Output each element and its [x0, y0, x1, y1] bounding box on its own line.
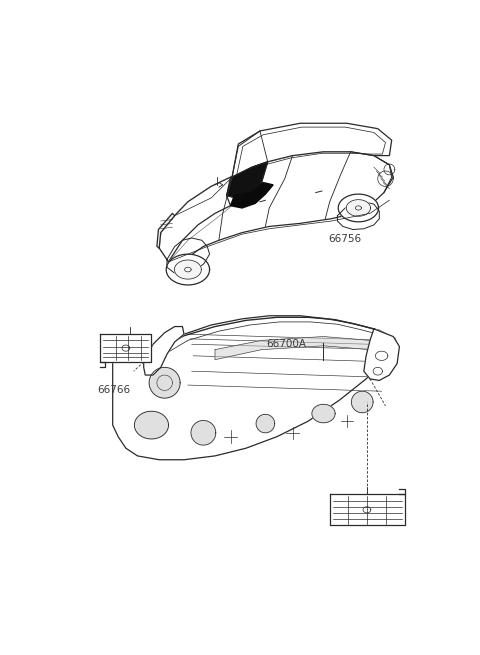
Polygon shape — [134, 411, 168, 439]
Polygon shape — [100, 334, 152, 362]
Polygon shape — [232, 123, 392, 177]
Polygon shape — [230, 183, 273, 208]
Polygon shape — [174, 260, 201, 279]
Polygon shape — [351, 391, 373, 413]
Text: 66756: 66756 — [328, 234, 361, 244]
Polygon shape — [215, 337, 393, 360]
Polygon shape — [144, 327, 184, 375]
Polygon shape — [346, 200, 371, 216]
Polygon shape — [256, 415, 275, 433]
Polygon shape — [191, 421, 216, 445]
Polygon shape — [159, 177, 230, 262]
Text: 66766: 66766 — [97, 385, 131, 395]
Text: 66700A: 66700A — [266, 339, 306, 349]
Polygon shape — [157, 214, 175, 248]
Polygon shape — [312, 404, 335, 422]
Polygon shape — [166, 254, 210, 285]
Polygon shape — [338, 194, 379, 222]
Polygon shape — [113, 316, 397, 460]
Polygon shape — [364, 329, 399, 381]
Polygon shape — [227, 162, 268, 198]
Polygon shape — [330, 495, 405, 525]
Polygon shape — [149, 367, 180, 398]
Polygon shape — [159, 152, 393, 267]
